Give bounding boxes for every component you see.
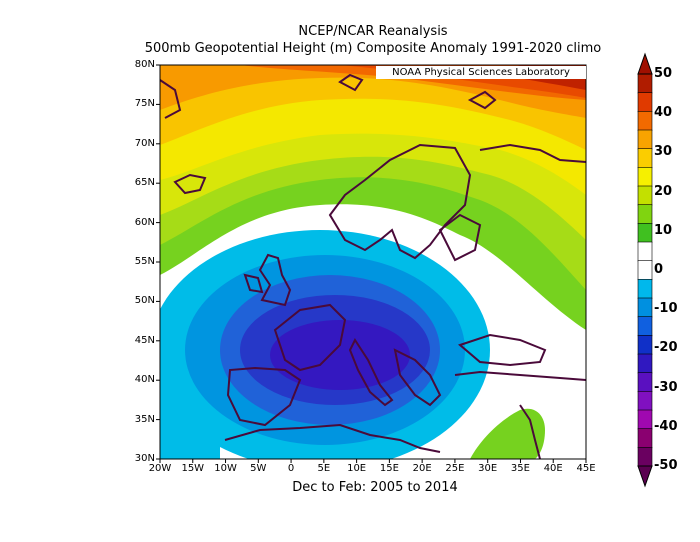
lat-tick-label: 80N <box>134 59 155 70</box>
lat-tick-label: 70N <box>134 137 155 149</box>
colorbar-segment <box>637 447 653 467</box>
colorbar-segment <box>637 279 653 299</box>
lon-tick-label: 10W <box>214 463 237 474</box>
lat-tick-label: 35N <box>134 413 155 425</box>
colorbar-tick-label: -40 <box>654 418 678 434</box>
colorbar-segment <box>637 372 653 393</box>
colorbar-segment <box>637 129 653 150</box>
colorbar-tick-label: 20 <box>654 183 673 199</box>
chart-subtitle: 500mb Geopotential Height (m) Composite … <box>144 41 602 56</box>
colorbar-tick-label: 40 <box>654 105 673 121</box>
colorbar-segment <box>637 148 653 169</box>
coastlines <box>160 73 586 459</box>
band-pos-se <box>470 408 545 459</box>
lat-tick-label: 50N <box>134 295 155 307</box>
colorbar-segment <box>637 92 653 113</box>
lon-tick-label: 0 <box>287 463 295 474</box>
colorbar-segment <box>637 167 653 187</box>
lat-tick-label: 65N <box>134 177 155 189</box>
colorbar <box>637 52 653 488</box>
lon-tick-label: 5E <box>317 463 331 474</box>
lat-tick-label: 30N <box>134 453 155 464</box>
lon-tick-label: 20E <box>412 463 432 474</box>
credit-label: NOAA Physical Sciences Laboratory <box>376 66 586 79</box>
colorbar-segment <box>637 297 653 318</box>
lat-tick-label: 75N <box>134 98 155 110</box>
colorbar-segment <box>637 241 653 262</box>
colorbar-segment <box>637 223 653 243</box>
colorbar-tick-label: 30 <box>654 144 673 160</box>
colorbar-tick-label: 50 <box>654 66 673 81</box>
colorbar-segment <box>637 335 653 355</box>
colorbar-segment <box>637 185 653 206</box>
axis-ticks <box>156 64 587 463</box>
lon-tick-label: 10E <box>347 463 367 474</box>
lat-tick-label: 60N <box>134 216 155 228</box>
band-neg-30 <box>270 320 410 390</box>
colorbar-bottom-arrow <box>637 465 653 488</box>
colorbar-segment <box>637 204 653 225</box>
colorbar-segment <box>637 260 653 281</box>
colorbar-tick-label: -10 <box>654 301 678 317</box>
anomaly-field <box>160 65 586 459</box>
colorbar-top-arrow <box>637 52 653 75</box>
lon-tick-label: 20W <box>148 463 172 474</box>
colorbar-segment <box>637 73 653 94</box>
lon-tick-label: 35E <box>510 463 530 474</box>
colorbar-segment <box>637 391 653 411</box>
colorbar-tick-label: -20 <box>654 340 678 356</box>
lon-tick-label: 45E <box>576 463 596 474</box>
lat-tick-label: 55N <box>134 256 155 267</box>
colorbar-tick-label: -30 <box>654 379 678 395</box>
lon-tick-label: 25E <box>445 463 465 474</box>
lon-tick-label: 40E <box>543 463 563 474</box>
colorbar-tick-label: 0 <box>654 262 664 277</box>
lat-tick-label: 45N <box>134 334 155 346</box>
colorbar-segment <box>637 316 653 337</box>
colorbar-tick-label: -50 <box>654 458 678 473</box>
period-label: Dec to Feb: 2005 to 2014 <box>292 480 458 495</box>
colorbar-segment <box>637 353 653 374</box>
colorbar-tick-label: 10 <box>654 222 673 238</box>
lat-tick-label: 40N <box>134 374 155 386</box>
lon-tick-label: 5W <box>250 463 267 474</box>
lon-tick-label: 15W <box>181 463 205 474</box>
chart-title: NCEP/NCAR Reanalysis <box>298 24 448 39</box>
colorbar-segment <box>637 111 653 131</box>
colorbar-segment <box>637 409 653 430</box>
colorbar-segment <box>637 428 653 449</box>
lon-tick-label: 30E <box>478 463 498 474</box>
lon-tick-label: 15E <box>379 463 399 474</box>
